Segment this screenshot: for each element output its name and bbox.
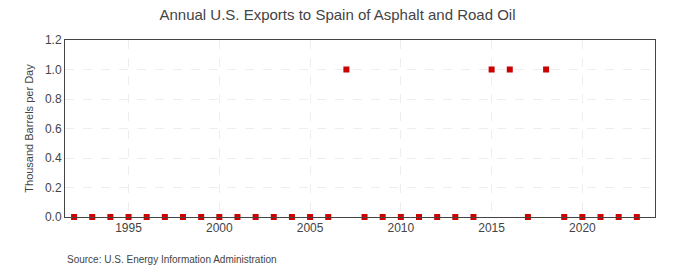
svg-text:2005: 2005 [297, 221, 324, 235]
svg-text:Thousand Barrels per Day: Thousand Barrels per Day [23, 64, 35, 193]
svg-text:2000: 2000 [206, 221, 233, 235]
svg-text:0.2: 0.2 [45, 181, 62, 195]
svg-text:0.4: 0.4 [45, 151, 62, 165]
svg-text:0.0: 0.0 [45, 210, 62, 224]
svg-text:2010: 2010 [387, 221, 414, 235]
svg-text:Annual U.S. Exports to Spain o: Annual U.S. Exports to Spain of Asphalt … [159, 6, 515, 23]
svg-text:1.2: 1.2 [45, 33, 62, 47]
svg-text:0.6: 0.6 [45, 122, 62, 136]
svg-text:Source: U.S. Energy Informatio: Source: U.S. Energy Information Administ… [67, 254, 277, 265]
svg-text:2015: 2015 [478, 221, 505, 235]
svg-text:1.0: 1.0 [45, 63, 62, 77]
svg-text:1995: 1995 [115, 221, 142, 235]
svg-text:0.8: 0.8 [45, 92, 62, 106]
svg-text:2020: 2020 [569, 221, 596, 235]
